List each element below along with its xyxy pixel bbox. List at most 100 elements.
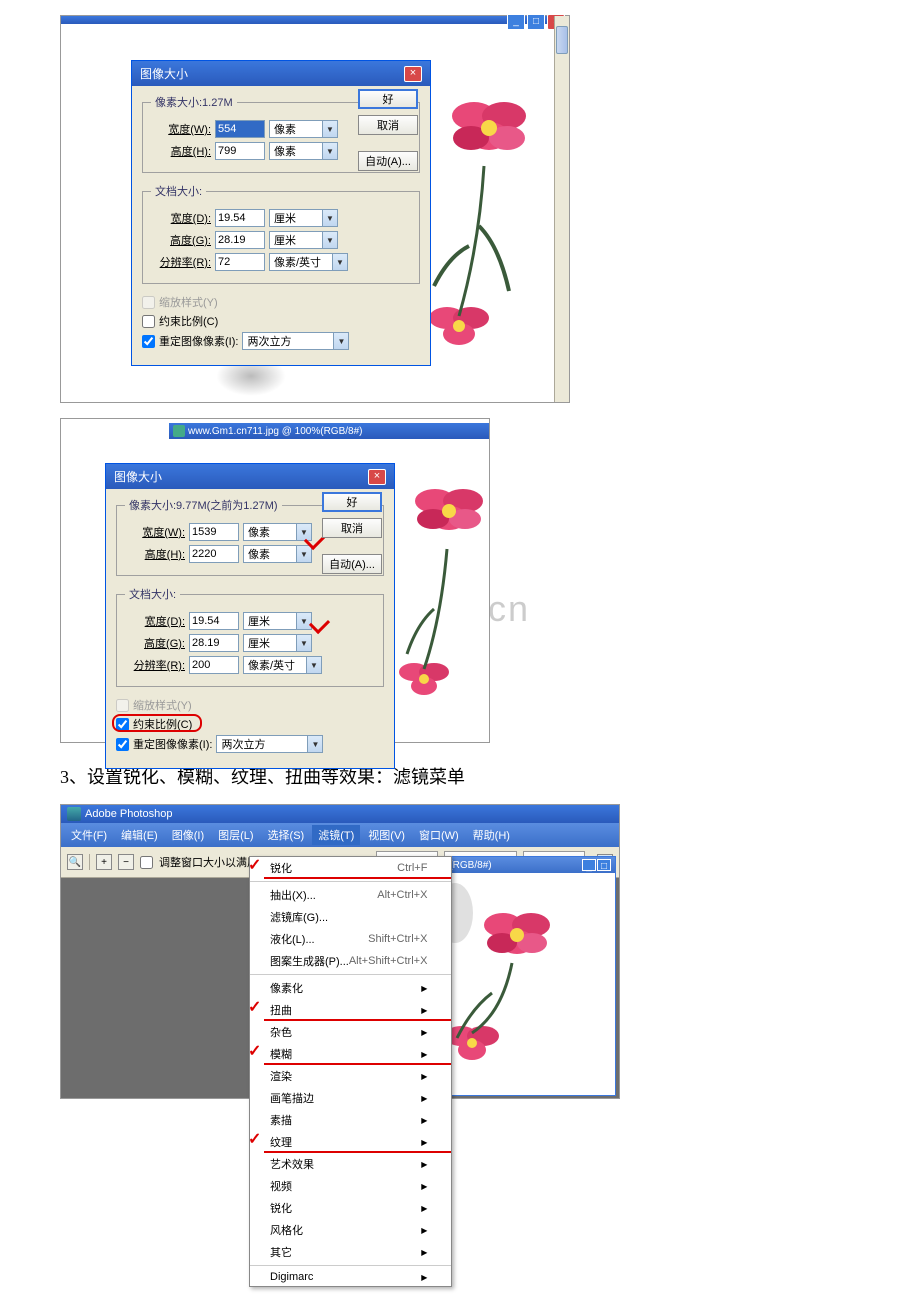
dialog-title-2: 图像大小: [114, 468, 162, 485]
menu-item-渲染[interactable]: 渲染▶: [250, 1065, 451, 1087]
doc-height-unit-dropdown-2[interactable]: 厘米: [243, 634, 312, 652]
menu-item-艺术效果[interactable]: 艺术效果▶: [250, 1153, 451, 1175]
menu-item-扭曲[interactable]: 扭曲▶✓: [250, 999, 451, 1021]
menu-视图[interactable]: 视图(V): [362, 825, 411, 845]
maximize-button[interactable]: □: [527, 14, 545, 30]
app-title: Adobe Photoshop: [85, 808, 172, 820]
width-input[interactable]: [215, 120, 265, 138]
doc-height-unit-dropdown[interactable]: 厘米: [269, 231, 338, 249]
resize-window-checkbox[interactable]: [140, 856, 153, 869]
doc-width-label-2: 宽度(D):: [125, 613, 185, 629]
red-checkmark: ✓: [248, 1129, 261, 1149]
resolution-label: 分辨率(R):: [151, 254, 211, 270]
pixel-legend-2: 像素大小:9.77M(之前为1.27M): [125, 497, 282, 513]
menu-item-杂色[interactable]: 杂色▶: [250, 1021, 451, 1043]
menu-item-画笔描边[interactable]: 画笔描边▶: [250, 1087, 451, 1109]
menu-item-视频[interactable]: 视频▶: [250, 1175, 451, 1197]
menu-窗口[interactable]: 窗口(W): [413, 825, 465, 845]
doc-width-input-2[interactable]: [189, 612, 239, 630]
width-input-2[interactable]: [189, 523, 239, 541]
menu-item-滤镜库(G)...[interactable]: 滤镜库(G)...: [250, 906, 451, 928]
ok-button-2[interactable]: 好: [322, 492, 382, 512]
screenshot-2: www.Gm1.cn711.jpg @ 100%(RGB/8#): [60, 418, 490, 743]
menu-编辑[interactable]: 编辑(E): [115, 825, 164, 845]
menu-item-素描[interactable]: 素描▶: [250, 1109, 451, 1131]
height-unit-dropdown[interactable]: 像素: [269, 142, 338, 160]
doc-min-button[interactable]: _: [582, 859, 596, 871]
doc-width-label: 宽度(D):: [151, 210, 211, 226]
dialog-close-button[interactable]: ×: [404, 66, 422, 82]
dialog-close-button-2[interactable]: ×: [368, 469, 386, 485]
constrain-checkbox-2[interactable]: [116, 718, 129, 731]
screenshot-3: Adobe Photoshop 文件(F)编辑(E)图像(I)图层(L)选择(S…: [60, 804, 620, 1099]
resample-checkbox-2[interactable]: [116, 738, 129, 751]
doc-max-button[interactable]: □: [597, 859, 611, 871]
menu-滤镜[interactable]: 滤镜(T): [312, 825, 360, 845]
doc-height-input-2[interactable]: [189, 634, 239, 652]
scrollbar-vertical[interactable]: [554, 16, 569, 402]
cancel-button-2[interactable]: 取消: [322, 518, 382, 538]
width-unit-dropdown-2[interactable]: 像素: [243, 523, 312, 541]
filter-menu: 锐化Ctrl+F✓ 抽出(X)...Alt+Ctrl+X滤镜库(G)...液化(L…: [249, 856, 452, 1287]
menu-item-锐化[interactable]: 锐化▶: [250, 1197, 451, 1219]
resample-method-dropdown-2[interactable]: 两次立方: [216, 735, 323, 753]
menu-item-纹理[interactable]: 纹理▶✓: [250, 1131, 451, 1153]
width-label-2: 宽度(W):: [125, 524, 185, 540]
menu-item-其它[interactable]: 其它▶: [250, 1241, 451, 1263]
menu-文件[interactable]: 文件(F): [65, 825, 113, 845]
width-label: 宽度(W):: [151, 121, 211, 137]
zoom-tool-icon[interactable]: 🔍: [67, 854, 83, 870]
app-titlebar: Adobe Photoshop: [61, 805, 619, 823]
doc-width-input[interactable]: [215, 209, 265, 227]
menu-item-模糊[interactable]: 模糊▶✓: [250, 1043, 451, 1065]
doc-height-label-2: 高度(G):: [125, 635, 185, 651]
ok-button[interactable]: 好: [358, 89, 418, 109]
doc-window: www.Gm1.cn711.jpg @ 100%(RGB/8#): [169, 423, 489, 439]
zoom-out-icon[interactable]: −: [118, 854, 134, 870]
menu-item-像素化[interactable]: 像素化▶: [250, 977, 451, 999]
document-size-fieldset-2: 文档大小: 宽度(D): 厘米 高度(G): 厘米 分辨率(R):: [116, 586, 384, 687]
menu-separator: [250, 881, 451, 882]
menu-item-Digimarc[interactable]: Digimarc▶: [250, 1268, 451, 1286]
menu-item-抽出(X)...[interactable]: 抽出(X)...Alt+Ctrl+X: [250, 884, 451, 906]
resample-checkbox[interactable]: [142, 335, 155, 348]
zoom-in-icon[interactable]: +: [96, 854, 112, 870]
menu-item-液化(L)...[interactable]: 液化(L)...Shift+Ctrl+X: [250, 928, 451, 950]
doc-legend: 文档大小:: [151, 183, 206, 199]
flower-background-2: [399, 449, 499, 742]
red-checkmark: ✓: [248, 1041, 261, 1061]
menu-item-锐化[interactable]: 锐化Ctrl+F✓: [250, 857, 451, 879]
menu-separator: [250, 974, 451, 975]
resample-method-dropdown[interactable]: 两次立方: [242, 332, 349, 350]
width-unit-dropdown[interactable]: 像素: [269, 120, 338, 138]
auto-button[interactable]: 自动(A)...: [358, 151, 418, 171]
red-underline: [264, 877, 451, 879]
doc-width-unit-dropdown-2[interactable]: 厘米: [243, 612, 312, 630]
doc-legend-2: 文档大小:: [125, 586, 180, 602]
flower-background: [429, 46, 549, 399]
red-checkmark: ✓: [248, 997, 261, 1017]
doc-width-unit-dropdown[interactable]: 厘米: [269, 209, 338, 227]
minimize-button[interactable]: _: [507, 14, 525, 30]
resolution-input[interactable]: [215, 253, 265, 271]
menu-item-风格化[interactable]: 风格化▶: [250, 1219, 451, 1241]
cancel-button[interactable]: 取消: [358, 115, 418, 135]
dialog-buttons: 好 取消 自动(A)...: [358, 89, 418, 171]
doc-height-input[interactable]: [215, 231, 265, 249]
workspace: 锐化Ctrl+F✓抽出(X)...Alt+Ctrl+X滤镜库(G)...液化(L…: [61, 878, 619, 1098]
menu-item-图案生成器(P)...[interactable]: 图案生成器(P)...Alt+Shift+Ctrl+X: [250, 950, 451, 972]
constrain-checkbox[interactable]: [142, 315, 155, 328]
menu-帮助[interactable]: 帮助(H): [467, 825, 516, 845]
auto-button-2[interactable]: 自动(A)...: [322, 554, 382, 574]
height-input[interactable]: [215, 142, 265, 160]
height-input-2[interactable]: [189, 545, 239, 563]
document-size-fieldset: 文档大小: 宽度(D): 厘米 高度(G): 厘米 分辨率(R):: [142, 183, 420, 284]
resolution-unit-dropdown-2[interactable]: 像素/英寸: [243, 656, 322, 674]
menu-选择[interactable]: 选择(S): [262, 825, 311, 845]
resolution-unit-dropdown[interactable]: 像素/英寸: [269, 253, 348, 271]
resolution-input-2[interactable]: [189, 656, 239, 674]
height-unit-dropdown-2[interactable]: 像素: [243, 545, 312, 563]
menu-图像[interactable]: 图像(I): [166, 825, 210, 845]
menu-图层[interactable]: 图层(L): [212, 825, 259, 845]
image-size-dialog-2: 图像大小 × 像素大小:9.77M(之前为1.27M) 宽度(W): 像素 高度…: [105, 463, 395, 769]
